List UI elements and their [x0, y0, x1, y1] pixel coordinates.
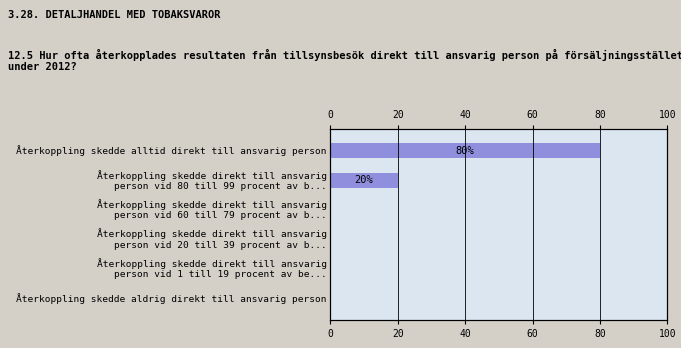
Text: 80%: 80% [456, 146, 475, 156]
Bar [330, 143, 600, 158]
Bar [330, 173, 398, 188]
Text: Återkoppling skedde direkt till ansvarig
person vid 60 till 79 procent av b...: Återkoppling skedde direkt till ansvarig… [97, 199, 327, 220]
Text: Återkoppling skedde direkt till ansvarig
person vid 20 till 39 procent av b...: Återkoppling skedde direkt till ansvarig… [97, 229, 327, 250]
Text: 20%: 20% [355, 175, 373, 185]
Text: 12.5 Hur ofta återkopplades resultaten från tillsynsbesök direkt till ansvarig p: 12.5 Hur ofta återkopplades resultaten f… [8, 49, 681, 72]
Text: Återkoppling skedde direkt till ansvarig
person vid 80 till 99 procent av b...: Återkoppling skedde direkt till ansvarig… [97, 170, 327, 191]
Text: 3.28. DETALJHANDEL MED TOBAKSVAROR: 3.28. DETALJHANDEL MED TOBAKSVAROR [8, 10, 221, 21]
Text: Återkoppling skedde aldrig direkt till ansvarig person: Återkoppling skedde aldrig direkt till a… [16, 293, 327, 303]
Text: Återkoppling skedde alltid direkt till ansvarig person: Återkoppling skedde alltid direkt till a… [16, 145, 327, 156]
Text: Återkoppling skedde direkt till ansvarig
person vid 1 till 19 procent av be...: Återkoppling skedde direkt till ansvarig… [97, 258, 327, 279]
